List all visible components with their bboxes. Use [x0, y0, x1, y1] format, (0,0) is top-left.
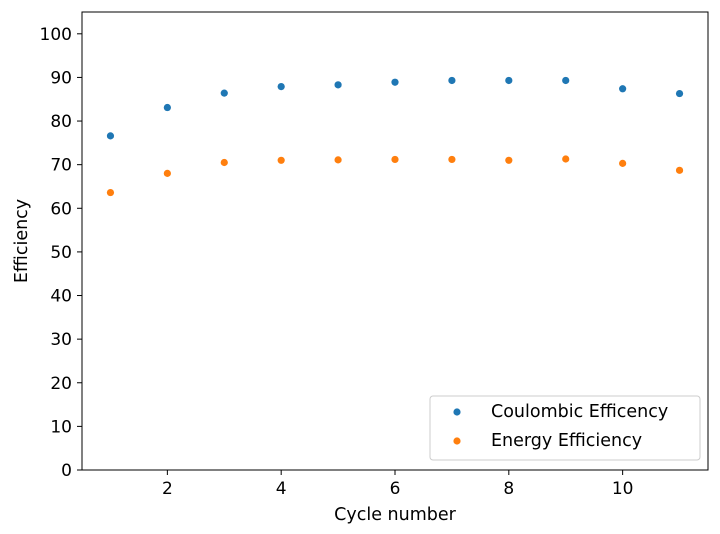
- legend-marker-energy: [453, 437, 461, 445]
- y-tick-label: 50: [50, 243, 72, 263]
- y-tick-label: 70: [50, 156, 72, 176]
- data-point-energy: [220, 158, 228, 167]
- x-axis-label: Cycle number: [334, 505, 456, 525]
- x-tick-label: 8: [503, 479, 514, 499]
- data-point-coulombic: [619, 85, 627, 93]
- data-point-energy: [334, 156, 342, 164]
- data-point-coulombic: [334, 81, 342, 89]
- data-point-coulombic: [675, 89, 684, 98]
- legend-marker-coulombic: [453, 408, 461, 416]
- y-tick-label: 20: [50, 374, 72, 394]
- data-point-coulombic: [505, 76, 513, 85]
- y-tick-label: 0: [61, 461, 72, 481]
- data-point-energy: [163, 169, 171, 177]
- x-tick-label: 2: [162, 479, 173, 499]
- y-axis-ticks: 0 10 20 30 40 50 60 70 80 90 100: [40, 25, 82, 481]
- data-point-energy: [448, 155, 456, 164]
- x-axis-ticks: 2 4 6 8 10: [162, 470, 634, 499]
- data-point-coulombic: [106, 132, 115, 140]
- y-tick-label: 60: [50, 199, 72, 219]
- x-tick-label: 4: [276, 479, 287, 499]
- legend-box: [429, 395, 701, 461]
- x-tick-label: 10: [612, 479, 634, 499]
- y-tick-label: 30: [50, 330, 72, 350]
- data-point-energy: [277, 156, 285, 164]
- data-point-coulombic: [277, 82, 285, 91]
- data-point-coulombic: [220, 89, 228, 97]
- y-tick-label: 90: [50, 68, 72, 88]
- data-point-energy: [675, 166, 684, 174]
- y-tick-label: 80: [50, 112, 72, 132]
- data-point-coulombic: [391, 78, 399, 86]
- data-point-coulombic: [562, 76, 570, 85]
- data-point-coulombic: [448, 76, 456, 85]
- legend-label-coulombic: Coulombic Efficency: [491, 402, 668, 422]
- x-tick-label: 6: [390, 479, 401, 499]
- data-point-coulombic: [163, 103, 171, 112]
- data-point-energy: [391, 155, 399, 164]
- y-tick-label: 100: [40, 25, 72, 45]
- y-tick-label: 10: [50, 417, 72, 437]
- data-points: [106, 76, 684, 197]
- legend: Coulombic Efficency Energy Efficiency: [429, 395, 701, 461]
- legend-label-energy: Energy Efficiency: [491, 431, 642, 451]
- data-point-energy: [562, 155, 570, 163]
- data-point-energy: [505, 156, 513, 164]
- y-axis-label: Efficiency: [12, 199, 32, 283]
- data-point-energy: [619, 159, 627, 167]
- data-point-energy: [106, 188, 115, 197]
- y-tick-label: 40: [50, 287, 72, 307]
